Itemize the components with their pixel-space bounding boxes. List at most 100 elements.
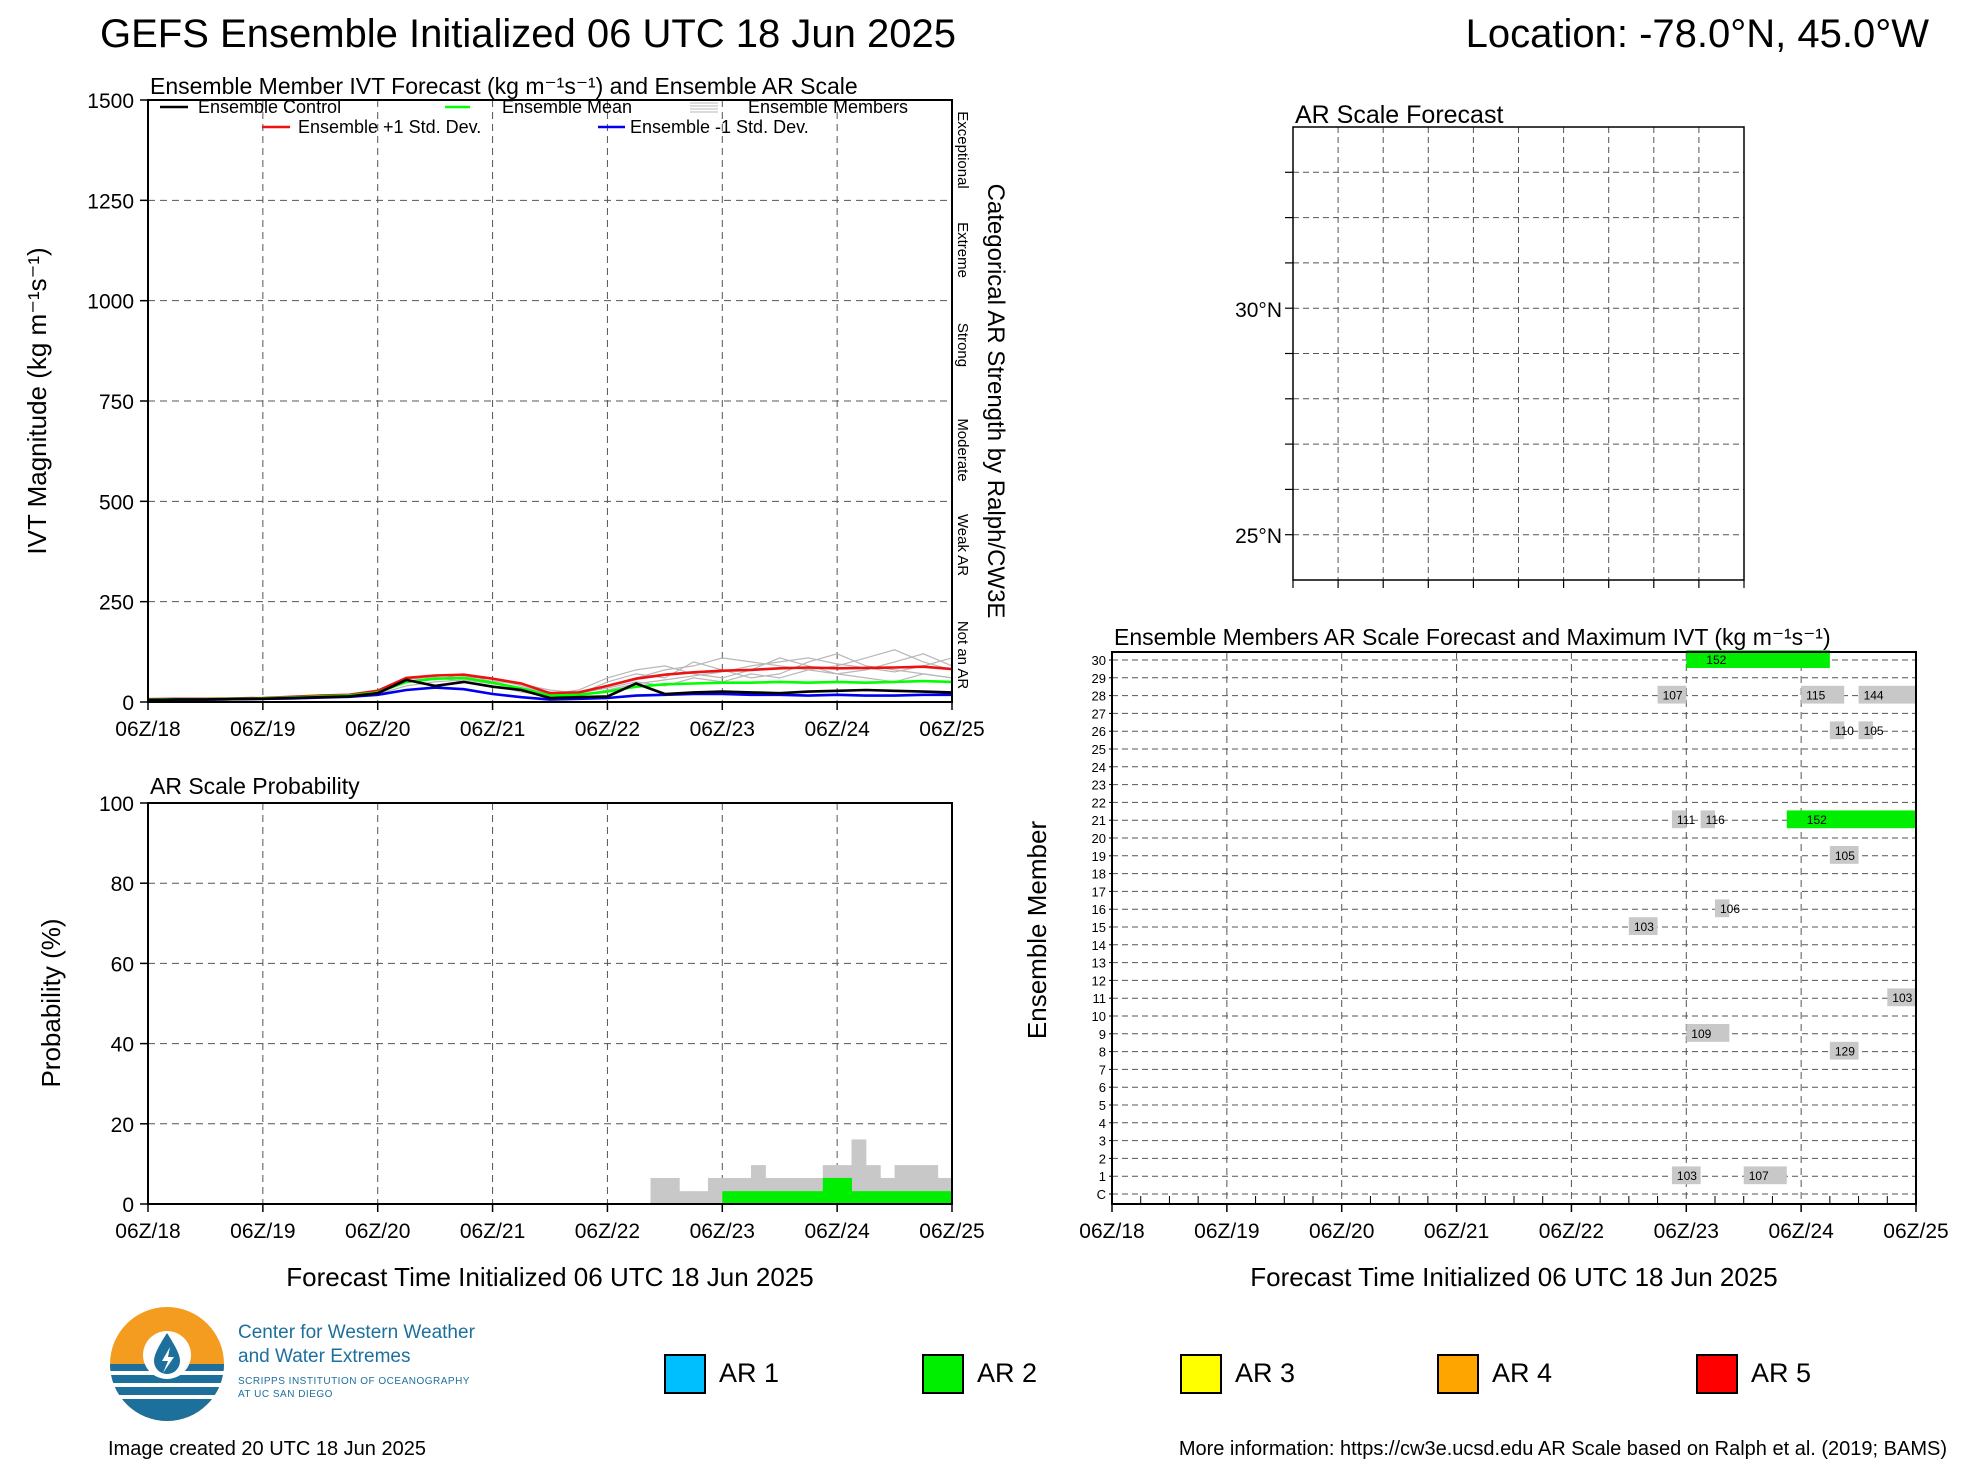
ar-legend-label: AR 4 xyxy=(1492,1358,1553,1388)
member-event-ivt: 106 xyxy=(1720,902,1740,916)
ivt-xtick-label: 06Z/23 xyxy=(690,718,755,741)
member-event-bar xyxy=(1801,685,1845,704)
member-label: 28 xyxy=(1092,689,1106,704)
prob-ytick-label: 40 xyxy=(111,1034,134,1057)
member-label: 4 xyxy=(1099,1116,1106,1131)
member-event-ivt: 152 xyxy=(1807,813,1827,827)
member-label: 18 xyxy=(1092,867,1106,882)
ivt-xtick-label: 06Z/20 xyxy=(345,718,410,741)
member-label: 12 xyxy=(1092,973,1106,988)
org-sub-line2: AT UC SAN DIEGO xyxy=(238,1389,333,1400)
members-xlabel: Forecast Time Initialized 06 UTC 18 Jun … xyxy=(1250,1262,1777,1292)
member-label: 10 xyxy=(1092,1009,1106,1024)
ivt-frame xyxy=(147,99,953,703)
ivt-ytick-label: 500 xyxy=(99,491,134,514)
prob-any-ar-bar xyxy=(693,1191,709,1204)
prob-ytick-label: 80 xyxy=(111,873,134,896)
member-event-ivt: 105 xyxy=(1835,849,1855,863)
ar-legend-label: AR 3 xyxy=(1235,1358,1296,1388)
member-event-ivt: 107 xyxy=(1663,689,1683,703)
member-event-bar xyxy=(1700,810,1715,829)
prob-ylabel: Probability (%) xyxy=(36,918,66,1087)
prob-ytick-label: 100 xyxy=(99,793,134,816)
ivt-legend: Ensemble Control Ensemble Mean Ensemble Me… xyxy=(160,97,908,137)
legend-label: Ensemble Mean xyxy=(502,97,632,117)
ar-legend-swatch xyxy=(1696,1354,1738,1394)
prob-any-ar-bar xyxy=(650,1177,666,1204)
legend-label: Ensemble Control xyxy=(198,97,341,117)
prob-frame xyxy=(147,802,953,1205)
prob-ytick-label: 20 xyxy=(111,1114,134,1137)
more-info-text: More information: https://cw3e.ucsd.edu … xyxy=(1178,1438,1947,1460)
prob-ar2-bar xyxy=(837,1177,852,1204)
prob-ar2-bar xyxy=(736,1191,752,1204)
prob-ar2-bar xyxy=(851,1191,867,1204)
member-event-ivt: 115 xyxy=(1806,689,1825,703)
member-event-bar xyxy=(1715,899,1730,918)
main-title: GEFS Ensemble Initialized 06 UTC 18 Jun … xyxy=(100,12,956,56)
member-event-ivt: 107 xyxy=(1749,1169,1769,1183)
member-event-bar xyxy=(1858,721,1873,740)
member-event-bar xyxy=(1786,810,1916,829)
member-event-ivt: 103 xyxy=(1892,991,1912,1005)
prob-any-ar-bar xyxy=(679,1191,695,1204)
prob-xtick-label: 06Z/20 xyxy=(345,1220,410,1243)
prob-ytick-label: 60 xyxy=(111,953,134,976)
ivt-xtick-label: 06Z/21 xyxy=(460,718,525,741)
members-xtick-label: 06Z/18 xyxy=(1079,1220,1144,1243)
prob-ar2-bar xyxy=(908,1191,924,1204)
ivt-xtick-label: 06Z/25 xyxy=(919,718,984,741)
member-label: 13 xyxy=(1092,956,1106,971)
prob-ar2-bar xyxy=(751,1191,766,1204)
member-event-bar xyxy=(1829,846,1859,864)
members-ylabel: Ensemble Member xyxy=(1022,821,1052,1040)
prob-ar2-bar xyxy=(937,1191,953,1204)
ivt-ytick-label: 250 xyxy=(99,592,134,615)
prob-any-ar-bar xyxy=(851,1139,867,1204)
map-lat-label: 25°N xyxy=(1235,525,1282,548)
member-label: C xyxy=(1097,1187,1106,1202)
ivt-title: Ensemble Member IVT Forecast (kg m⁻¹s⁻¹)… xyxy=(150,73,858,99)
member-label: 14 xyxy=(1092,938,1106,953)
prob-xtick-label: 06Z/22 xyxy=(575,1220,640,1243)
prob-xtick-label: 06Z/19 xyxy=(230,1220,295,1243)
prob-any-ar-bar xyxy=(664,1177,680,1204)
member-event-bar xyxy=(1686,650,1830,669)
member-label: 16 xyxy=(1092,902,1106,917)
legend-label: Ensemble Members xyxy=(748,97,908,117)
cw3e-logo-icon xyxy=(110,1307,224,1421)
ar-legend-swatch xyxy=(1180,1354,1222,1394)
members-xtick-label: 06Z/24 xyxy=(1768,1220,1834,1243)
prob-ar2-bar xyxy=(880,1191,896,1204)
member-event-ivt: 103 xyxy=(1634,920,1654,934)
prob-chart: 0 20 40 60 80 100 AR Scale Probability Probabil… xyxy=(36,773,985,1292)
map-title: AR Scale Forecast xyxy=(1295,101,1503,129)
member-label: 24 xyxy=(1092,760,1106,775)
ar-legend-swatch xyxy=(1437,1354,1479,1394)
member-event-bar xyxy=(1671,1166,1701,1185)
ivt-category-label: Moderate xyxy=(954,418,971,481)
ivt-category-label: Extreme xyxy=(954,222,971,278)
member-label: 8 xyxy=(1099,1045,1106,1060)
members-xtick-label: 06Z/19 xyxy=(1194,1220,1259,1243)
member-event-ivt: 129 xyxy=(1835,1045,1855,1059)
prob-any-ar-bar xyxy=(707,1177,723,1204)
ivt-xtick-label: 06Z/19 xyxy=(230,718,295,741)
prob-xtick-label: 06Z/25 xyxy=(919,1220,984,1243)
org-sub-line1: SCRIPPS INSTITUTION OF OCEANOGRAPHY xyxy=(238,1376,470,1387)
member-label: 21 xyxy=(1092,813,1106,828)
member-label: 3 xyxy=(1099,1134,1106,1149)
org-name-line1: Center for Western Weather xyxy=(238,1322,475,1343)
member-event-ivt: 110 xyxy=(1835,724,1854,738)
member-label: 22 xyxy=(1092,795,1106,810)
members-xtick-label: 06Z/20 xyxy=(1309,1220,1374,1243)
ar-legend-label: AR 2 xyxy=(977,1358,1038,1388)
prob-ar2-bar xyxy=(865,1191,881,1204)
member-event-bar xyxy=(1686,1024,1730,1042)
ivt-series-line xyxy=(147,678,953,702)
prob-ar2-bar xyxy=(779,1191,795,1204)
member-event-bar xyxy=(1829,721,1845,740)
members-xtick-label: 06Z/23 xyxy=(1654,1220,1719,1243)
member-label: 19 xyxy=(1092,849,1106,864)
map-lat-label: 30°N xyxy=(1235,299,1282,322)
